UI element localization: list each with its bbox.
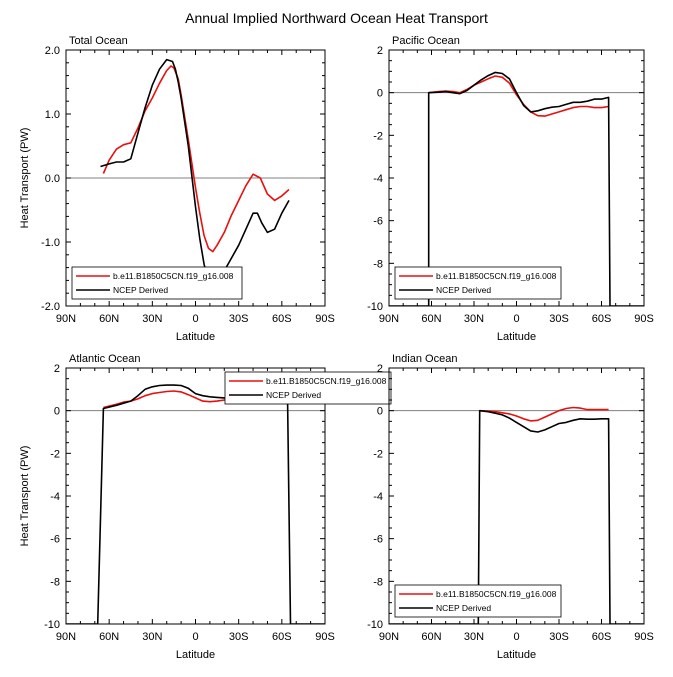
legend-entry: NCEP Derived (266, 390, 321, 400)
x-tick-label: 30N (142, 313, 162, 325)
legend-entry: b.e11.B1850C5CN.f19_g16.008 (436, 589, 557, 599)
x-tick-label: 90S (315, 631, 335, 643)
y-tick-label: -6 (373, 534, 383, 546)
legend: b.e11.B1850C5CN.f19_g16.008 NCEP Derived (394, 266, 562, 300)
panel-total-ocean: 90N 60N 30N 0 30S 60S 90S 2.0 1.0 0.0 -1.0 -2.0 Tota… (19, 35, 335, 343)
y-tick-label: 0 (377, 88, 383, 100)
y-axis-label: Heat Transport (PW) (19, 446, 31, 547)
legend-box (394, 266, 562, 300)
y-tick-label: -1.0 (41, 237, 60, 249)
x-tick-label: 30S (549, 313, 569, 325)
y-tick-label: -8 (373, 576, 383, 588)
series-line-ncep (389, 409, 644, 624)
y-tick-label: -10 (44, 619, 60, 631)
series-line-ncep (66, 384, 325, 624)
panel-atlantic-ocean: 90N 60N 30N 0 30S 60S 90S 2 0 -2 -4 -6 -8 -10 Atlantic… (19, 353, 392, 661)
x-tick-label: 30S (229, 631, 249, 643)
panel-title: Atlantic Ocean (69, 353, 141, 365)
y-tick-label: 2.0 (45, 45, 60, 57)
x-tick-label: 90S (315, 313, 335, 325)
legend: b.e11.B1850C5CN.f19_g16.008 NCEP Derived (224, 371, 392, 405)
x-tick-label: 60S (272, 631, 292, 643)
x-tick-label: 90N (379, 313, 399, 325)
x-tick-label: 30N (464, 631, 484, 643)
panel-title: Indian Ocean (392, 353, 457, 365)
series-line-model (479, 406, 609, 422)
y-tick-label: -4 (373, 491, 383, 503)
legend: b.e11.B1850C5CN.f19_g16.008 NCEP Derived (71, 266, 243, 300)
y-tick-label: -4 (50, 491, 60, 503)
x-tick-label: 60N (421, 631, 441, 643)
series-line-ncep (100, 58, 290, 287)
y-tick-label: 0 (54, 406, 60, 418)
x-tick-label: 90N (56, 313, 76, 325)
x-tick-label: 60N (421, 313, 441, 325)
x-tick-label: 0 (192, 313, 198, 325)
y-tick-label: 0 (377, 406, 383, 418)
y-tick-label: -2 (373, 448, 383, 460)
y-tick-label: -2.0 (41, 301, 60, 313)
y-tick-label: -6 (50, 534, 60, 546)
legend-entry: NCEP Derived (436, 285, 491, 295)
x-tick-label: 60S (592, 313, 612, 325)
x-tick-label: 60N (99, 631, 119, 643)
legend-box (71, 266, 243, 300)
y-tick-label: -6 (373, 216, 383, 228)
x-tick-label: 90S (634, 313, 654, 325)
y-tick-label: 1.0 (45, 109, 60, 121)
y-tick-label: -10 (367, 619, 383, 631)
y-tick-label: -4 (373, 173, 383, 185)
x-tick-label: 30S (229, 313, 249, 325)
x-axis-label: Latitude (497, 331, 536, 343)
y-axis-label: Heat Transport (PW) (19, 128, 31, 229)
y-tick-label: -8 (373, 258, 383, 270)
legend-box (224, 371, 392, 405)
y-tick-label: 2 (377, 363, 383, 375)
y-tick-label: 2 (377, 45, 383, 57)
x-tick-label: 60S (272, 313, 292, 325)
panel-title: Pacific Ocean (392, 35, 460, 47)
legend-entry: b.e11.B1850C5CN.f19_g16.008 (113, 271, 234, 281)
main-title: Annual Implied Northward Ocean Heat Tran… (185, 10, 488, 26)
y-tick-label: -2 (373, 130, 383, 142)
x-tick-label: 60S (592, 631, 612, 643)
x-tick-label: 90N (56, 631, 76, 643)
x-tick-label: 90S (634, 631, 654, 643)
y-tick-label: -2 (50, 448, 60, 460)
x-tick-label: 0 (192, 631, 198, 643)
x-axis-label: Latitude (497, 649, 536, 661)
x-tick-label: 0 (513, 313, 519, 325)
legend-entry: NCEP Derived (436, 603, 491, 613)
y-tick-label: 2 (54, 363, 60, 375)
x-tick-label: 60N (99, 313, 119, 325)
x-axis-label: Latitude (176, 649, 215, 661)
x-tick-label: 30S (549, 631, 569, 643)
panel-indian-ocean: 90N 60N 30N 0 30S 60S 90S 2 0 -2 -4 -6 -8 -10 Indian O… (367, 353, 654, 661)
x-axis-label: Latitude (176, 331, 215, 343)
x-tick-label: 90N (379, 631, 399, 643)
series-line-ncep (389, 71, 644, 306)
legend-entry: b.e11.B1850C5CN.f19_g16.008 (436, 271, 557, 281)
x-tick-label: 30N (464, 313, 484, 325)
legend: b.e11.B1850C5CN.f19_g16.008 NCEP Derived (394, 584, 562, 618)
legend-box (394, 584, 562, 618)
y-tick-label: -8 (50, 576, 60, 588)
y-tick-label: 0.0 (45, 173, 60, 185)
x-tick-label: 0 (513, 631, 519, 643)
x-tick-label: 30N (142, 631, 162, 643)
y-tick-label: -10 (367, 301, 383, 313)
panel-pacific-ocean: 90N 60N 30N 0 30S 60S 90S 2 0 -2 -4 -6 -8 -10 Pacific … (367, 35, 654, 343)
legend-entry: NCEP Derived (113, 285, 168, 295)
series-line-model (102, 65, 290, 253)
panel-title: Total Ocean (69, 35, 128, 47)
legend-entry: b.e11.B1850C5CN.f19_g16.008 (266, 376, 387, 386)
